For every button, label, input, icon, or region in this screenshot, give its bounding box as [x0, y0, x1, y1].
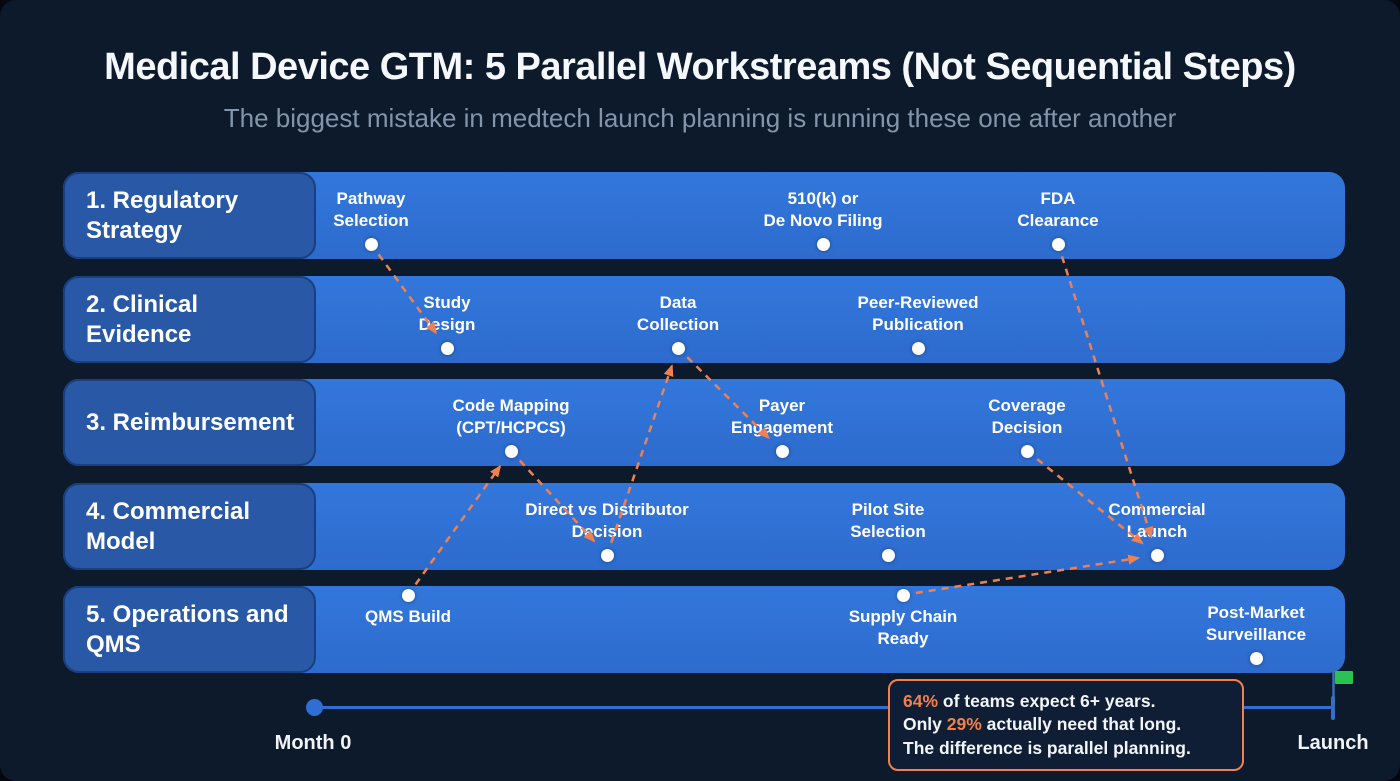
milestone-label-study-design: Study Design	[418, 292, 476, 334]
workstream-bar-3: 3. Reimbursement	[63, 379, 1345, 466]
launch-flag-icon	[1332, 670, 1353, 710]
workstream-pill: 4. Commercial Model	[63, 483, 316, 570]
callout-line: 64% of teams expect 6+ years.	[903, 690, 1229, 713]
page-title: Medical Device GTM: 5 Parallel Workstrea…	[104, 46, 1296, 88]
timeline-start-dot	[306, 699, 323, 716]
page-subtitle: The biggest mistake in medtech launch pl…	[223, 103, 1177, 133]
callout-stat: 29%	[946, 714, 982, 735]
milestone-label-post-market-surveillance: Post-Market Surveillance	[1205, 602, 1307, 644]
milestone-label-commercial-launch: Commercial Launch	[1108, 499, 1206, 541]
callout-line: The difference is parallel planning.	[903, 737, 1229, 760]
workstream-label: 2. Clinical Evidence	[86, 291, 199, 348]
milestone-label-pilot-site-selection: Pilot Site Selection	[850, 499, 926, 541]
milestone-dot-pathway-selection	[364, 237, 378, 251]
milestone-label-fda-clearance: FDA Clearance	[1017, 188, 1099, 230]
milestone-dot-pilot-site-selection	[881, 548, 895, 562]
milestone-dot-study-design	[440, 341, 454, 355]
milestone-label-supply-chain-ready: Supply Chain Ready	[848, 607, 958, 649]
milestone-label-data-collection: Data Collection	[636, 292, 720, 334]
milestone-label-direct-vs-distributor-decision: Direct vs Distributor Decision	[525, 499, 689, 541]
milestone-dot-qms-build	[401, 588, 415, 602]
callout-text: The difference is parallel planning.	[903, 737, 1191, 758]
milestone-dot-peer-reviewed-publication	[911, 341, 925, 355]
workstream-pill: 1. Regulatory Strategy	[63, 172, 316, 259]
milestone-label-coverage-decision: Coverage Decision	[988, 395, 1066, 437]
milestone-dot-code-mapping	[504, 444, 518, 458]
workstream-pill: 2. Clinical Evidence	[63, 276, 316, 363]
workstream-label: 4. Commercial Model	[86, 498, 251, 555]
callout-stat: 64%	[903, 691, 939, 711]
timeline-end-label: Launch	[1297, 732, 1369, 754]
milestone-dot-510k-or-de-novo-filing	[816, 237, 830, 251]
milestone-dot-direct-vs-distributor-decision	[600, 548, 614, 562]
workstream-label: 1. Regulatory Strategy	[86, 187, 239, 244]
workstream-pill: 3. Reimbursement	[63, 379, 316, 466]
workstream-bar-1: 1. Regulatory Strategy	[63, 172, 1345, 259]
callout-text: Only	[903, 714, 947, 735]
milestone-dot-fda-clearance	[1051, 237, 1065, 251]
callout-text: of teams expect 6+ years.	[938, 691, 1156, 711]
milestone-dot-data-collection	[671, 341, 685, 355]
callout-line: Only 29% actually need that long.	[903, 713, 1229, 736]
workstream-pill: 5. Operations and QMS	[63, 586, 316, 673]
milestone-label-qms-build: QMS Build	[365, 607, 451, 626]
workstream-bar-5: 5. Operations and QMS	[63, 586, 1345, 673]
milestone-dot-supply-chain-ready	[896, 588, 910, 602]
milestone-dot-post-market-surveillance	[1249, 651, 1263, 665]
milestone-dot-payer-engagement	[775, 444, 789, 458]
milestone-dot-commercial-launch	[1150, 548, 1164, 562]
milestone-label-code-mapping: Code Mapping (CPT/HCPCS)	[452, 395, 570, 437]
timeline-axis	[315, 706, 1333, 709]
workstream-label: 5. Operations and QMS	[86, 601, 289, 658]
stats-callout: 64% of teams expect 6+ years. Only 29% ac…	[888, 679, 1244, 771]
milestone-label-510k-or-de-novo-filing: 510(k) or De Novo Filing	[763, 188, 883, 230]
milestone-dot-coverage-decision	[1020, 444, 1034, 458]
workstream-label: 3. Reimbursement	[86, 408, 295, 436]
callout-text: actually need that long.	[981, 714, 1182, 735]
milestone-label-peer-reviewed-publication: Peer-Reviewed Publication	[857, 292, 979, 334]
milestone-label-payer-engagement: Payer Engagement	[730, 395, 834, 437]
timeline-start-label: Month 0	[274, 732, 352, 754]
milestone-label-pathway-selection: Pathway Selection	[333, 188, 409, 230]
